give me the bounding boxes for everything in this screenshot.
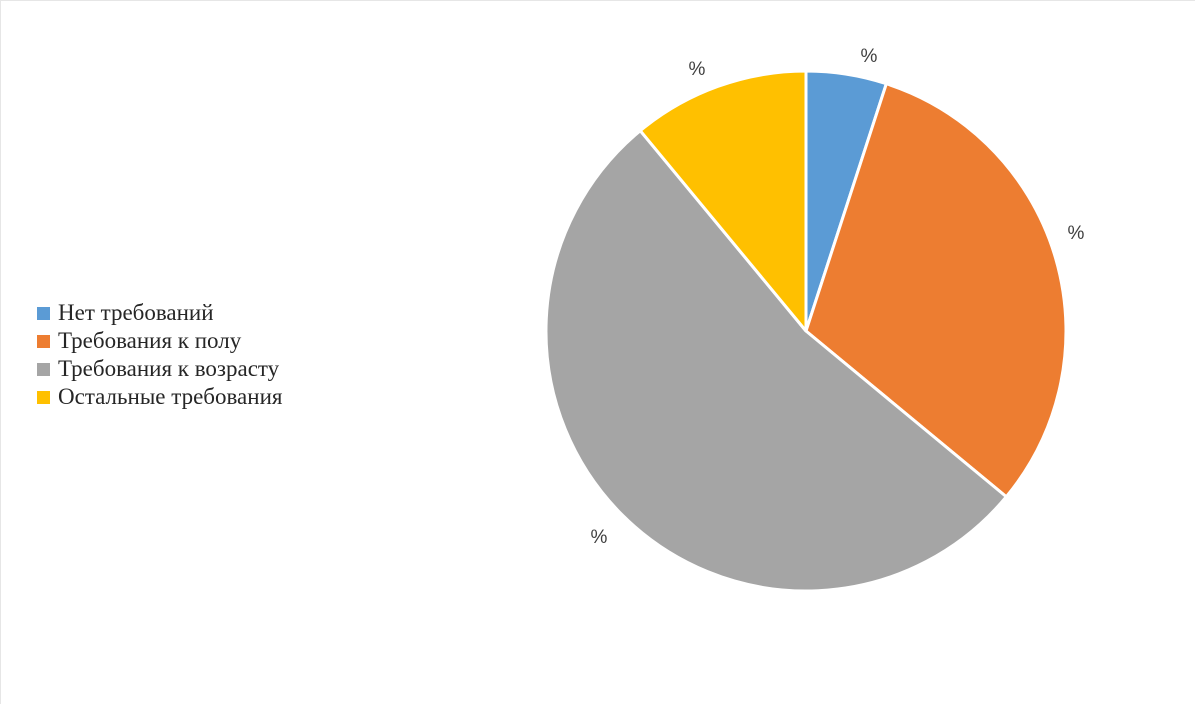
data-label-no-requirements: % bbox=[861, 46, 878, 67]
legend-label: Требования к возрасту bbox=[58, 356, 280, 381]
legend-swatch bbox=[37, 306, 50, 320]
data-label-age-requirements: % bbox=[591, 527, 608, 548]
legend-label: Требования к полу bbox=[58, 328, 242, 353]
legend-swatch bbox=[37, 362, 50, 376]
legend-item-age-requirements: Требования к возрасту bbox=[37, 355, 282, 383]
legend-item-other-requirements: Остальные требования bbox=[37, 383, 282, 411]
pie-slice-other-requirements bbox=[638, 69, 808, 333]
pie-data-labels: %%%% bbox=[591, 46, 1085, 548]
data-label-other-requirements: % bbox=[689, 59, 706, 80]
legend-swatch bbox=[37, 334, 50, 348]
legend-swatch bbox=[37, 390, 50, 404]
pie-slices bbox=[544, 69, 1068, 593]
legend-item-no-requirements: Нет требований bbox=[37, 299, 282, 327]
pie-slice-age-requirements bbox=[544, 129, 1008, 593]
legend-item-gender-requirements: Требования к полу bbox=[37, 327, 282, 355]
pie-slice-gender-requirements bbox=[804, 82, 1068, 499]
legend: Нет требований Требования к полу Требова… bbox=[37, 299, 282, 411]
legend-label: Остальные требования bbox=[58, 384, 283, 409]
data-label-gender-requirements: % bbox=[1068, 223, 1085, 244]
legend-label: Нет требований bbox=[58, 300, 214, 325]
